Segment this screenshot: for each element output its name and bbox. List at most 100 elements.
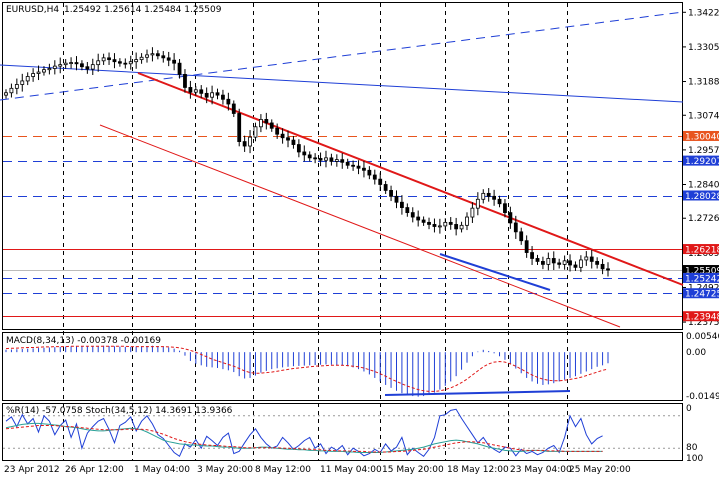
- candle-body: [421, 219, 426, 223]
- candle-body: [291, 139, 296, 145]
- candle-body: [296, 144, 301, 153]
- candle-body: [486, 192, 491, 197]
- candle-body: [161, 55, 166, 59]
- candle-body: [551, 258, 556, 264]
- time-tick-label: 23 Apr 2012: [4, 465, 60, 475]
- candle-body: [90, 64, 95, 70]
- macd-tick-label: 0.00: [686, 348, 706, 358]
- price-tag-box: [683, 155, 719, 166]
- candle-body: [437, 225, 442, 228]
- candle-body: [215, 92, 220, 96]
- candle-body: [345, 161, 350, 166]
- price-tick-label: 1.28400: [688, 180, 719, 190]
- candle-body: [237, 113, 242, 142]
- candle-body: [269, 122, 274, 129]
- candle-body: [416, 216, 421, 221]
- candle-body: [448, 221, 453, 225]
- candle-body: [470, 207, 475, 218]
- red-channel-lower: [99, 124, 621, 328]
- time-tick-label: 26 Apr 12:00: [65, 465, 124, 475]
- candle-body: [318, 158, 323, 161]
- candle-body: [313, 157, 318, 160]
- candle-body: [481, 192, 486, 200]
- candle-body: [356, 165, 361, 169]
- time-tick-label: 1 May 04:00: [134, 465, 190, 475]
- candle-body: [166, 57, 171, 61]
- candle-body: [465, 216, 469, 226]
- candle-body: [329, 157, 334, 162]
- candle-body: [134, 59, 139, 63]
- time-tick-label: 3 May 20:00: [197, 465, 253, 475]
- candle-body: [562, 260, 567, 265]
- candle-body: [513, 222, 518, 233]
- price-tag-box: [683, 190, 719, 201]
- candle-body: [199, 89, 204, 94]
- candle-body: [193, 89, 198, 93]
- oscillator-tick-label: 0: [686, 404, 692, 414]
- macd-panel-frame: [2, 332, 683, 401]
- price-candles: [4, 47, 610, 277]
- candle-body: [280, 133, 285, 139]
- price-tag-label: 1.25509: [685, 267, 719, 277]
- time-tick-label: 15 May 20:00: [382, 465, 444, 475]
- price-tick-label: 1.34220: [688, 8, 719, 18]
- candle-body: [584, 256, 589, 261]
- price-tag-label: 1.26218: [685, 246, 719, 256]
- time-axis: 23 Apr 2012 26 Apr 12:00 1 May 04:00 3 May …: [4, 465, 631, 475]
- candle-body: [340, 159, 345, 163]
- candle-body: [9, 87, 14, 94]
- candle-body: [231, 103, 236, 114]
- time-tick-label: 8 May 12:00: [255, 465, 311, 475]
- candle-body: [123, 62, 128, 65]
- candle-body: [128, 61, 133, 65]
- price-tick-label: 1.27260: [688, 214, 719, 224]
- candle-body: [204, 92, 209, 98]
- price-tag-label: 1.28028: [685, 192, 719, 202]
- price-tag-box: [683, 272, 719, 283]
- candle-body: [589, 256, 594, 262]
- price-tag-box: [683, 288, 719, 299]
- candle-body: [286, 137, 290, 141]
- candle-body: [410, 212, 415, 218]
- candle-body: [36, 71, 41, 74]
- time-tick-label: 11 May 04:00: [320, 465, 382, 475]
- candle-body: [432, 224, 437, 227]
- candle-body: [378, 178, 383, 185]
- candle-body: [372, 174, 377, 180]
- candle-body: [183, 74, 187, 88]
- candle-body: [31, 73, 36, 77]
- price-tick-label: 1.31880: [688, 78, 719, 88]
- macd-tick-label: 0.00546: [686, 332, 719, 342]
- candle-body: [443, 221, 448, 227]
- candle-body: [334, 159, 339, 162]
- price-tag-label: 1.29207: [685, 157, 719, 167]
- candle-body: [226, 98, 231, 105]
- candle-body: [557, 262, 562, 265]
- stoch-signal-line: [5, 425, 603, 453]
- candle-body: [96, 60, 101, 66]
- price-tick-label: 1.33050: [688, 43, 719, 53]
- candle-body: [155, 53, 160, 57]
- price-tick-label: 1.29570: [688, 146, 719, 156]
- candle-body: [253, 126, 258, 138]
- candle-body: [541, 261, 545, 265]
- candle-body: [63, 62, 68, 66]
- candle-body: [145, 54, 149, 58]
- blue-upper-trendline: [0, 11, 684, 101]
- oscillator-tick-label: 80: [686, 443, 698, 453]
- candle-body: [14, 84, 19, 89]
- candle-body: [530, 252, 534, 259]
- candle-body: [58, 64, 63, 67]
- price-tag-label: 1.24725: [685, 290, 719, 300]
- candle-body: [242, 141, 247, 147]
- candle-body: [177, 62, 182, 75]
- candle-body: [150, 53, 155, 56]
- price-tick-label: 1.30740: [688, 111, 719, 121]
- candle-body: [475, 198, 480, 209]
- time-tick-label: 23 May 04:00: [510, 465, 572, 475]
- candle-body: [275, 127, 280, 135]
- candle-body: [112, 59, 117, 63]
- time-tick-label: 25 May 20:00: [569, 465, 631, 475]
- candle-body: [535, 258, 540, 262]
